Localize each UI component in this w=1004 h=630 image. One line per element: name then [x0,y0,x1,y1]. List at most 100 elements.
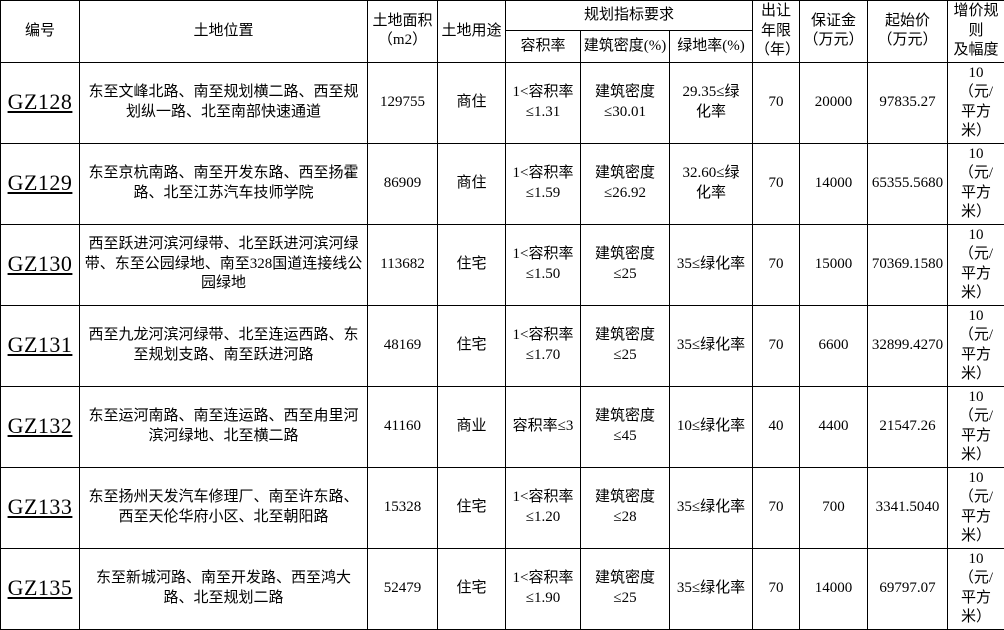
cell-density: 建筑密度 ≤45 [581,386,670,467]
cell-use: 住宅 [438,467,506,548]
cell-far: 1<容积率 ≤1.50 [506,224,581,305]
cell-term: 70 [753,143,800,224]
cell-increment: 10 （元/ 平方 米） [948,143,1004,224]
cell-deposit: 20000 [800,62,868,143]
cell-id: GZ133 [1,467,80,548]
cell-term: 70 [753,224,800,305]
col-header-increment: 增价规 则 及幅度 [948,1,1004,63]
cell-increment: 10 （元/ 平方 米） [948,386,1004,467]
cell-id: GZ130 [1,224,80,305]
cell-green: 29.35≤绿 化率 [670,62,753,143]
col-header-id: 编号 [1,1,80,63]
cell-use: 住宅 [438,305,506,386]
cell-area: 15328 [368,467,438,548]
lot-link[interactable]: GZ132 [8,413,73,438]
cell-increment: 10 （元/ 平方 米） [948,305,1004,386]
cell-increment: 10 （元/ 平方 米） [948,224,1004,305]
cell-density: 建筑密度 ≤26.92 [581,143,670,224]
col-header-use: 土地用途 [438,1,506,63]
col-header-location: 土地位置 [80,1,368,63]
table-row: GZ133 东至扬州天发汽车修理厂、南至许东路、西至天伦华府小区、北至朝阳路 1… [1,467,1004,548]
cell-use: 商住 [438,143,506,224]
lot-link[interactable]: GZ133 [8,494,73,519]
col-header-far: 容积率 [506,31,581,62]
cell-start-price: 69797.07 [868,548,948,629]
cell-increment: 10 （元/ 平方 米） [948,467,1004,548]
cell-area: 129755 [368,62,438,143]
cell-start-price: 65355.5680 [868,143,948,224]
cell-far: 1<容积率 ≤1.70 [506,305,581,386]
lot-link[interactable]: GZ128 [8,89,73,114]
cell-green: 35≤绿化率 [670,224,753,305]
col-header-density: 建筑密度(%) [581,31,670,62]
cell-term: 70 [753,467,800,548]
cell-start-price: 21547.26 [868,386,948,467]
cell-green: 32.60≤绿 化率 [670,143,753,224]
lot-link[interactable]: GZ130 [8,251,73,276]
col-header-deposit: 保证金 （万元） [800,1,868,63]
cell-use: 住宅 [438,224,506,305]
cell-location: 西至跃进河滨河绿带、北至跃进河滨河绿带、东至公园绿地、南至328国道连接线公园绿… [80,224,368,305]
cell-increment: 10 （元/ 平方 米） [948,548,1004,629]
cell-area: 48169 [368,305,438,386]
cell-increment: 10 （元/ 平方 米） [948,62,1004,143]
col-header-term: 出让 年限 （年） [753,1,800,63]
cell-location: 东至运河南路、南至连运路、西至甪里河滨河绿地、北至横二路 [80,386,368,467]
cell-deposit: 14000 [800,143,868,224]
cell-far: 容积率≤3 [506,386,581,467]
table-row: GZ132 东至运河南路、南至连运路、西至甪里河滨河绿地、北至横二路 41160… [1,386,1004,467]
cell-use: 商住 [438,62,506,143]
cell-area: 41160 [368,386,438,467]
col-header-area: 土地面积 （m2） [368,1,438,63]
cell-id: GZ131 [1,305,80,386]
cell-location: 东至文峰北路、南至规划横二路、西至规划纵一路、北至南部快速通道 [80,62,368,143]
cell-green: 35≤绿化率 [670,548,753,629]
cell-area: 86909 [368,143,438,224]
cell-far: 1<容积率 ≤1.59 [506,143,581,224]
cell-location: 西至九龙河滨河绿带、北至连运西路、东至规划支路、南至跃进河路 [80,305,368,386]
cell-far: 1<容积率 ≤1.31 [506,62,581,143]
cell-green: 10≤绿化率 [670,386,753,467]
cell-id: GZ129 [1,143,80,224]
lot-link[interactable]: GZ129 [8,170,73,195]
cell-start-price: 32899.4270 [868,305,948,386]
cell-green: 35≤绿化率 [670,305,753,386]
cell-term: 70 [753,548,800,629]
cell-far: 1<容积率 ≤1.90 [506,548,581,629]
cell-use: 住宅 [438,548,506,629]
cell-location: 东至京杭南路、南至开发东路、西至扬霍路、北至江苏汽车技师学院 [80,143,368,224]
cell-term: 70 [753,305,800,386]
cell-density: 建筑密度 ≤25 [581,548,670,629]
col-header-planning: 规划指标要求 [506,1,753,31]
header-row-top: 编号 土地位置 土地面积 （m2） 土地用途 规划指标要求 出让 年限 （年） … [1,1,1004,31]
cell-term: 70 [753,62,800,143]
cell-deposit: 14000 [800,548,868,629]
table-row: GZ130 西至跃进河滨河绿带、北至跃进河滨河绿带、东至公园绿地、南至328国道… [1,224,1004,305]
cell-density: 建筑密度 ≤28 [581,467,670,548]
cell-deposit: 15000 [800,224,868,305]
cell-term: 40 [753,386,800,467]
cell-start-price: 97835.27 [868,62,948,143]
cell-start-price: 3341.5040 [868,467,948,548]
cell-deposit: 4400 [800,386,868,467]
cell-id: GZ128 [1,62,80,143]
cell-id: GZ132 [1,386,80,467]
cell-density: 建筑密度 ≤25 [581,224,670,305]
cell-density: 建筑密度 ≤30.01 [581,62,670,143]
col-header-green: 绿地率(%) [670,31,753,62]
table-row: GZ129 东至京杭南路、南至开发东路、西至扬霍路、北至江苏汽车技师学院 869… [1,143,1004,224]
lot-link[interactable]: GZ135 [8,575,73,600]
cell-id: GZ135 [1,548,80,629]
cell-use: 商业 [438,386,506,467]
cell-green: 35≤绿化率 [670,467,753,548]
cell-area: 52479 [368,548,438,629]
cell-start-price: 70369.1580 [868,224,948,305]
table-row: GZ135 东至新城河路、南至开发路、西至鸿大路、北至规划二路 52479 住宅… [1,548,1004,629]
cell-deposit: 700 [800,467,868,548]
cell-location: 东至扬州天发汽车修理厂、南至许东路、西至天伦华府小区、北至朝阳路 [80,467,368,548]
col-header-start-price: 起始价 （万元） [868,1,948,63]
lot-link[interactable]: GZ131 [8,332,73,357]
cell-far: 1<容积率 ≤1.20 [506,467,581,548]
cell-deposit: 6600 [800,305,868,386]
